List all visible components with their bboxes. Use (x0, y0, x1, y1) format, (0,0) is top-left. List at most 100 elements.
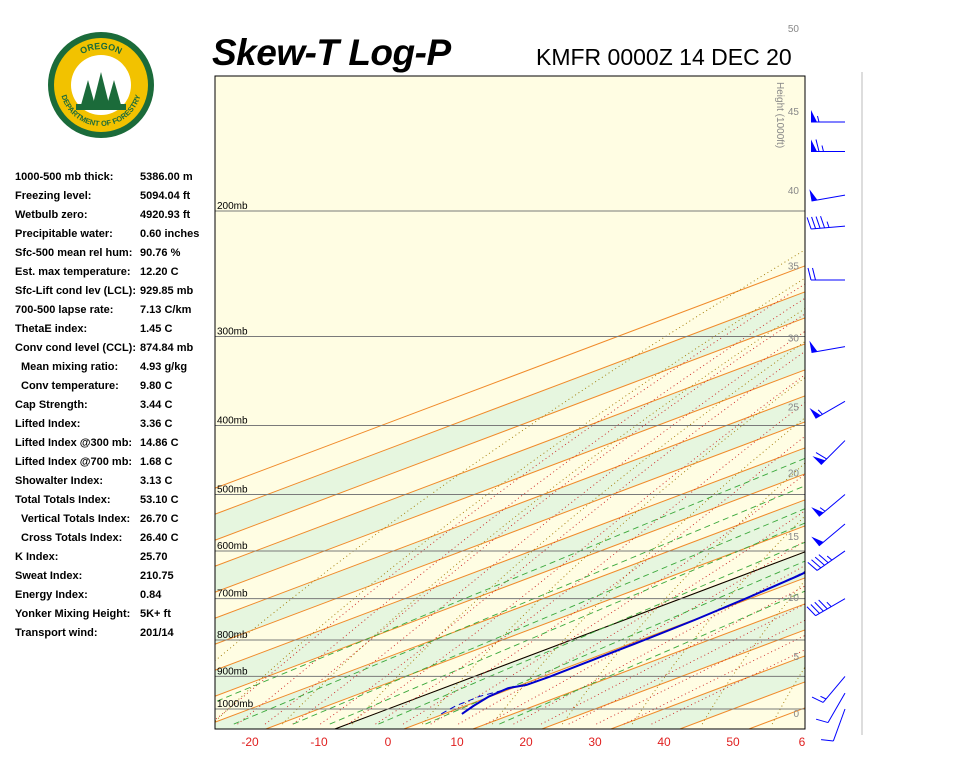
wind-barb-full (811, 216, 817, 229)
x-tick-label: 20 (519, 735, 533, 749)
index-label: Freezing level: (15, 190, 92, 202)
wind-barb-full (815, 139, 820, 152)
height-tick-label: 40 (788, 186, 800, 197)
index-row: Cap Strength: 3.44 C (15, 397, 215, 416)
height-tick-label: 50 (788, 24, 800, 35)
wind-barb-half (821, 145, 824, 152)
index-value: 0.84 (140, 589, 162, 601)
index-value: 7.13 C/km (140, 304, 192, 316)
x-tick-label: 0 (385, 735, 392, 749)
station-time-subtitle: KMFR 0000Z 14 DEC 20 (536, 44, 792, 70)
isotherm-line (215, 421, 805, 645)
isotherm-line (215, 265, 805, 489)
isotherm-line (215, 343, 805, 567)
index-row: Conv cond level (CCL): 874.84 mb (15, 340, 215, 359)
index-row: Est. max temperature: 12.20 C (15, 264, 215, 283)
index-label: Lifted Index: (15, 418, 81, 430)
index-row: Cross Totals Index: 26.40 C (15, 530, 215, 549)
isobar-label: 600mb (217, 541, 248, 552)
index-label: Cross Totals Index: (21, 532, 123, 544)
wind-barb-half (817, 115, 820, 123)
wind-barb-flag (811, 139, 817, 152)
x-tick-label: -10 (310, 735, 328, 749)
moist-adiabat (347, 374, 805, 725)
index-row: ThetaE index: 1.45 C (15, 321, 215, 340)
wind-barb-full (807, 267, 812, 281)
index-row: Yonker Mixing Height: 5K+ ft (15, 606, 215, 625)
index-row: 1000-500 mb thick: 5386.00 m (15, 169, 215, 188)
x-tick-label: 6 (799, 735, 806, 749)
wind-barb-half (820, 695, 827, 700)
wind-barb (815, 692, 846, 724)
wind-barb-full (814, 556, 825, 566)
wind-barb-flag (809, 407, 821, 419)
index-label: Sfc-500 mean rel hum: (15, 247, 133, 259)
index-row: 700-500 lapse rate: 7.13 C/km (15, 302, 215, 321)
wind-barb-flag (811, 109, 817, 122)
index-label: Lifted Index @300 mb: (15, 437, 133, 449)
wind-barb-full (815, 452, 827, 460)
wind-barb-staff (818, 494, 846, 517)
isobar-label: 200mb (217, 201, 248, 212)
wind-barb-full (811, 696, 824, 703)
height-tick-label: 45 (788, 107, 800, 118)
wind-barb-flag (811, 536, 824, 546)
svg-text:OREGON: OREGON (78, 41, 123, 56)
index-row: Sfc-Lift cond lev (LCL): 929.85 mb (15, 283, 215, 302)
wind-barb (807, 550, 846, 571)
index-row: Vertical Totals Index: 26.70 C (15, 511, 215, 530)
index-label: Conv temperature: (21, 380, 119, 392)
isotherm-line (215, 395, 805, 619)
index-value: 26.40 C (140, 532, 179, 544)
wind-barb (806, 216, 846, 230)
x-tick-label: 10 (450, 735, 464, 749)
isotherm-line (215, 473, 805, 697)
moist-adiabat (237, 297, 805, 725)
index-label: Cap Strength: (15, 399, 88, 411)
dry-adiabat (631, 515, 805, 725)
wind-barb-full (806, 217, 812, 230)
index-label: Sweat Index: (15, 570, 83, 582)
wind-barb-staff (820, 440, 846, 465)
wind-barb-flag (809, 189, 818, 202)
index-label: 700-500 lapse rate: (15, 304, 114, 316)
index-row: K Index: 25.70 (15, 549, 215, 568)
isobar-label: 700mb (217, 589, 248, 600)
moist-adiabat (458, 510, 805, 725)
wind-barb (807, 267, 845, 281)
isotherm-band (215, 395, 805, 645)
isotherm-band (215, 499, 805, 729)
index-value: 210.75 (140, 570, 174, 582)
logo-top-text: OREGON (78, 41, 123, 56)
index-value: 1.45 C (140, 323, 173, 335)
height-tick-label: 30 (788, 333, 800, 344)
index-value: 4.93 g/kg (140, 361, 188, 373)
index-value: 3.13 C (140, 475, 173, 487)
index-value: 874.84 mb (140, 342, 194, 354)
height-tick-label: 35 (788, 261, 800, 272)
index-label: Precipitable water: (15, 228, 113, 240)
dry-adiabat (215, 277, 805, 723)
index-value: 25.70 (140, 551, 168, 563)
wind-barb-half (826, 221, 830, 228)
height-tick-label: 25 (788, 402, 800, 413)
isotherm-line (215, 291, 805, 515)
moist-adiabat (320, 350, 805, 725)
isobar-label: 500mb (217, 485, 248, 496)
moist-adiabat (596, 619, 805, 725)
isobar-label: 1000mb (217, 699, 254, 710)
index-label: Total Totals Index: (15, 494, 111, 506)
forestry-logo: OREGON DEPARTMENT OF FORESTRY (48, 32, 154, 138)
wind-barb-staff (815, 400, 846, 419)
mixing-ratio-line (329, 522, 805, 725)
wind-barb-staff (811, 346, 846, 354)
index-row: Conv temperature: 9.80 C (15, 378, 215, 397)
height-tick-label: 0 (793, 709, 799, 720)
index-value: 201/14 (140, 627, 174, 639)
dry-adiabat (352, 340, 805, 725)
index-label: Sfc-Lift cond lev (LCL): (15, 285, 136, 297)
index-value: 5386.00 m (140, 171, 193, 183)
chart-title: Skew-T Log-P (212, 32, 451, 73)
index-row: Showalter Index: 3.13 C (15, 473, 215, 492)
